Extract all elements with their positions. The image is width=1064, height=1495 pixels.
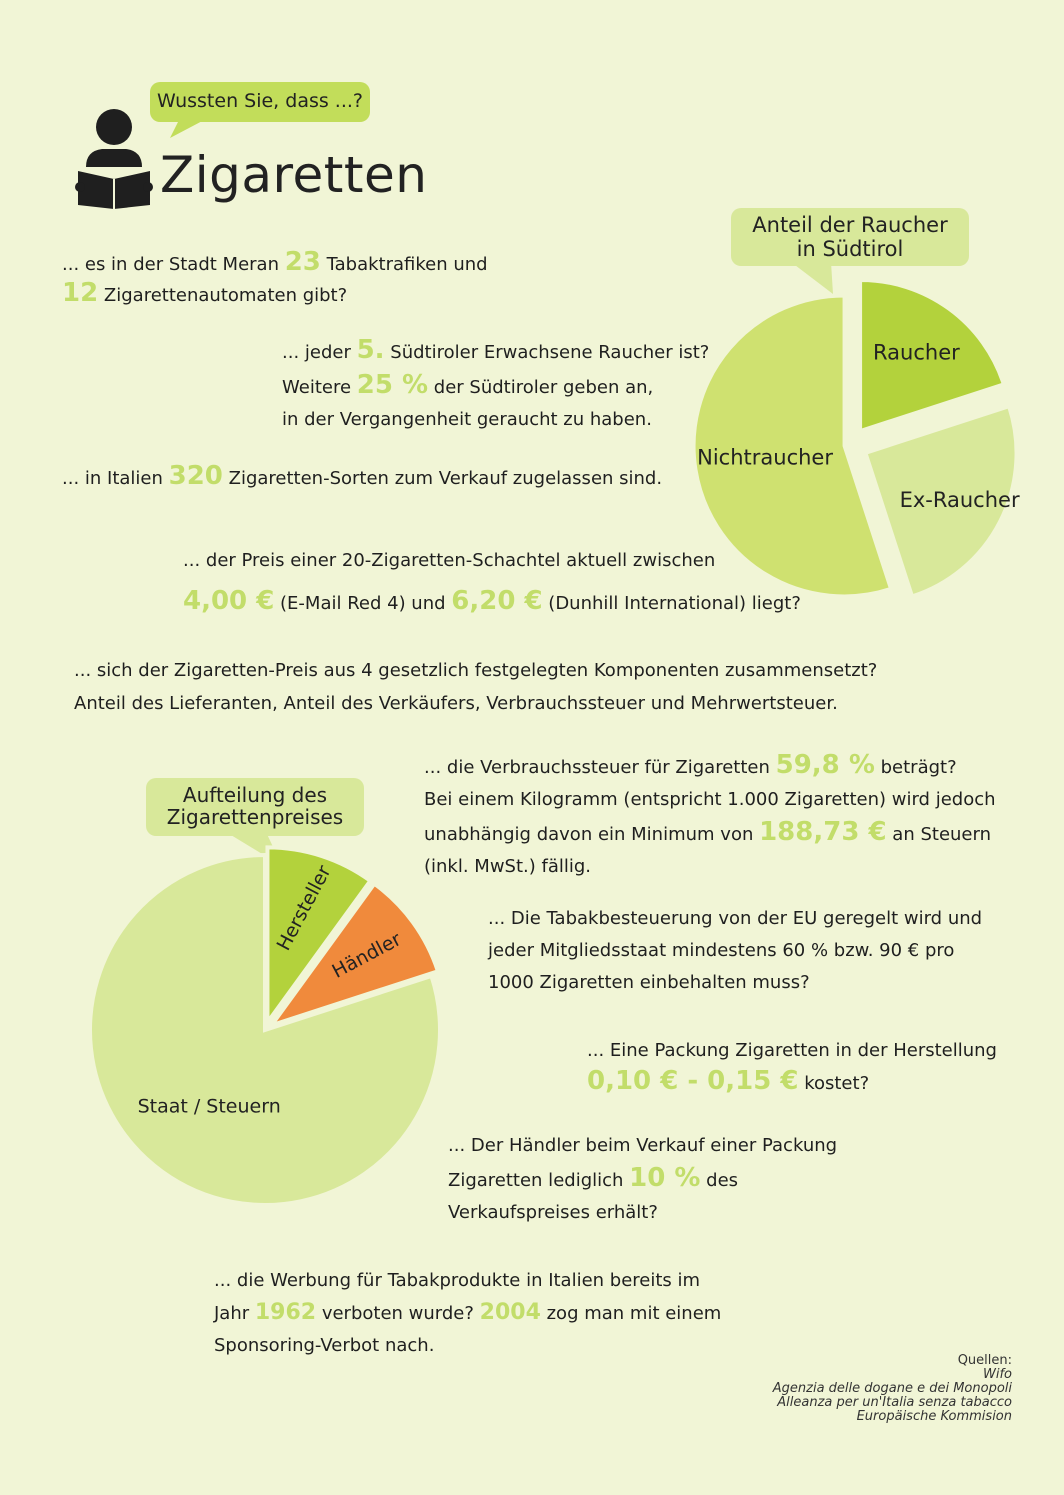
fact-verbrauchssteuer: ... die Verbrauchssteuer für Zigaretten … xyxy=(424,750,996,877)
pie-label-nichtraucher: Nichtraucher xyxy=(697,445,833,469)
fact-eu: ... Die Tabakbesteuerung von der EU gere… xyxy=(488,908,983,993)
fact-herstellung: ... Eine Packung Zigaretten in der Herst… xyxy=(587,1040,997,1096)
pie-slice-nichtraucher xyxy=(692,294,893,598)
sources: Quellen: Wifo Agenzia delle dogane e dei… xyxy=(773,1354,1012,1424)
pie-label-ex-raucher: Ex-Raucher xyxy=(900,488,1020,512)
smokers-pie-chart: Raucher Ex-Raucher Nichtraucher xyxy=(692,280,1020,598)
header-bubble-text: Wussten Sie, dass ...? xyxy=(156,90,364,112)
smokers-chart-title: Anteil der Raucher in Südtirol xyxy=(731,208,969,294)
source-item: Wifo xyxy=(983,1367,1012,1382)
fact-raucher: ... jeder 5. Südtiroler Erwachsene Rauch… xyxy=(282,335,710,430)
price-chart-title-l2: Zigarettenpreises xyxy=(166,805,344,829)
fact-werbung: ... die Werbung für Tabakprodukte in Ita… xyxy=(214,1270,722,1356)
pie-slice-händler xyxy=(266,880,441,1030)
fact-preis: ... der Preis einer 20-Zigaretten-Schach… xyxy=(183,550,801,616)
smokers-chart-title-l2: in Südtirol xyxy=(796,237,904,261)
header-bubble: Wussten Sie, dass ...? xyxy=(150,82,370,138)
source-item: Alleanza per un'Italia senza tabacco xyxy=(777,1395,1012,1410)
pie-slice-ex-raucher xyxy=(864,404,1018,598)
fact-sorten: ... in Italien 320 Zigaretten-Sorten zum… xyxy=(62,461,663,491)
price-chart-title: Aufteilung des Zigarettenpreises xyxy=(146,778,366,866)
source-item: Agenzia delle dogane e dei Monopoli xyxy=(772,1381,1012,1396)
page-title: Zigaretten xyxy=(160,146,428,204)
pie-slice-hersteller xyxy=(265,845,374,1029)
pie-slice-staat-steuern xyxy=(88,852,442,1207)
sources-label: Quellen: xyxy=(957,1353,1012,1368)
pie-slice-raucher xyxy=(859,280,1006,433)
price-chart-title-l1: Aufteilung des xyxy=(182,783,328,807)
fact-haendler: ... Der Händler beim Verkauf einer Packu… xyxy=(448,1135,838,1223)
smokers-chart-title-l1: Anteil der Raucher xyxy=(752,213,948,237)
pie-label-raucher: Raucher xyxy=(873,341,960,365)
person-reading-icon xyxy=(74,105,154,214)
fact-meran: ... es in der Stadt Meran 23 Tabaktrafik… xyxy=(62,247,488,308)
pie-label-staat-steuern: Staat / Steuern xyxy=(138,1095,281,1117)
fact-komponenten: ... sich der Zigaretten-Preis aus 4 gese… xyxy=(74,660,878,714)
source-item: Europäische Kommision xyxy=(856,1409,1012,1424)
